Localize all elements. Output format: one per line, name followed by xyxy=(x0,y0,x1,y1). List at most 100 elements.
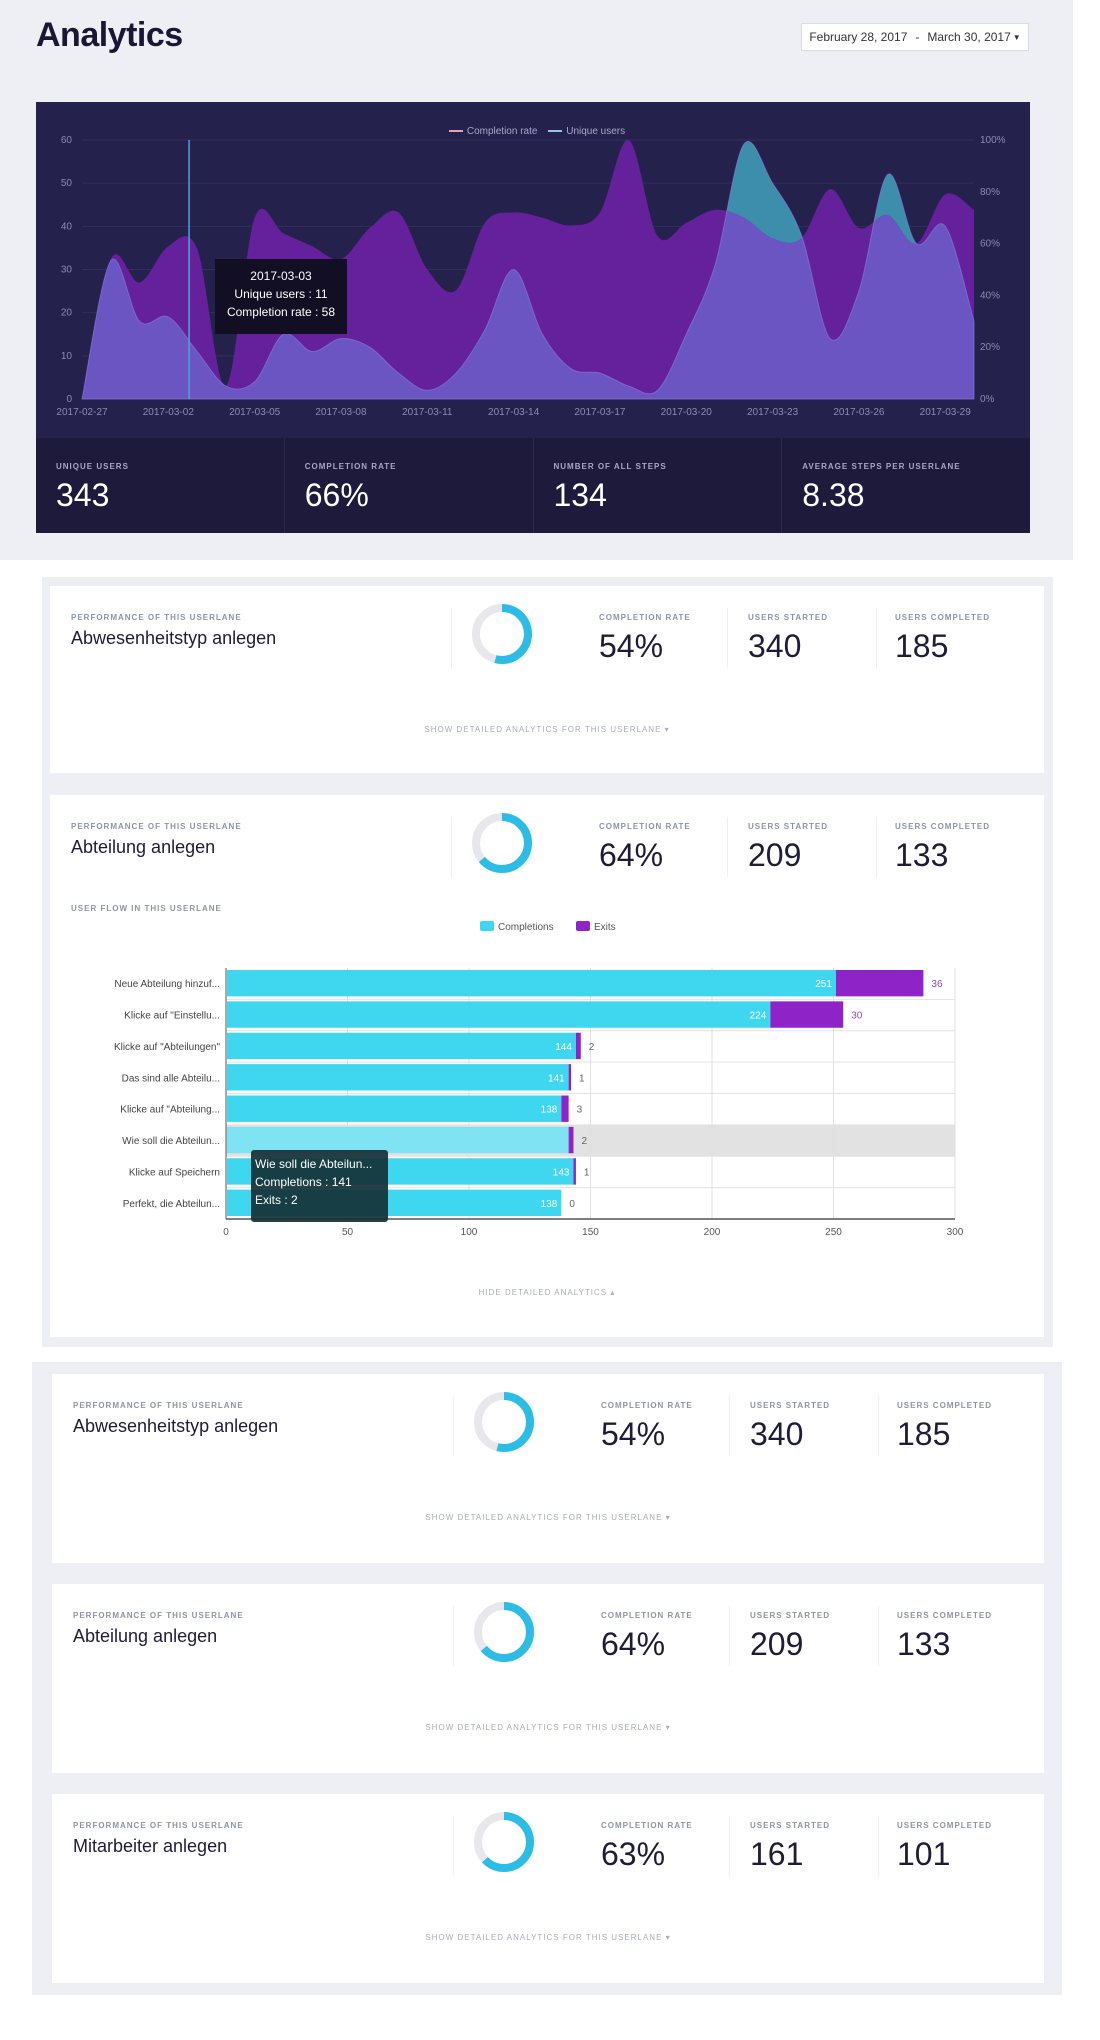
completion-rate-label: COMPLETION RATE xyxy=(601,1821,693,1830)
page-title: Analytics xyxy=(36,16,183,54)
users-started-label: USERS STARTED xyxy=(750,1611,830,1620)
bar-exits[interactable] xyxy=(835,970,924,997)
category-label: Perfekt, die Abteilun... xyxy=(123,1199,220,1210)
completion-rate-label: COMPLETION RATE xyxy=(601,1611,693,1620)
legend-label[interactable]: Exits xyxy=(594,922,616,933)
stat-unique-users: UNIQUE USERS 343 xyxy=(36,438,285,533)
completions-value-label: 138 xyxy=(541,1199,558,1210)
bar-exits[interactable] xyxy=(568,1126,574,1154)
x-tick: 2017-03-11 xyxy=(402,407,453,418)
bar-completions[interactable] xyxy=(227,1095,562,1122)
users-started-value: 161 xyxy=(750,1836,804,1872)
completions-value-label: 144 xyxy=(555,1042,572,1053)
y-left-tick: 50 xyxy=(61,178,73,189)
performance-label: PERFORMANCE OF THIS USERLANE xyxy=(73,1401,244,1410)
completion-rate-col: COMPLETION RATE 54% xyxy=(601,1401,693,1453)
divider xyxy=(729,1606,730,1666)
stat-label: AVERAGE STEPS PER USERLANE xyxy=(802,462,961,471)
legend-label[interactable]: Completions xyxy=(498,922,554,933)
users-completed-label: USERS COMPLETED xyxy=(895,613,991,622)
x-tick: 100 xyxy=(461,1227,478,1238)
users-completed-value: 185 xyxy=(897,1416,951,1452)
users-completed-label: USERS COMPLETED xyxy=(897,1401,993,1410)
completion-rate-value: 54% xyxy=(601,1416,666,1452)
completion-donut xyxy=(474,1602,534,1662)
bar-completions[interactable] xyxy=(227,1032,576,1060)
y-right-tick: 0% xyxy=(980,394,995,405)
category-label: Klicke auf "Einstellu... xyxy=(124,1011,220,1022)
user-flow-label: USER FLOW IN THIS USERLANE xyxy=(71,904,222,913)
completion-rate-value: 54% xyxy=(599,628,664,664)
x-tick: 2017-03-02 xyxy=(143,407,195,418)
legend-unique-users[interactable]: Unique users xyxy=(566,126,626,137)
category-label: Das sind alle Abteilu... xyxy=(122,1073,220,1084)
bar-exits[interactable] xyxy=(573,1158,576,1185)
bar-exits[interactable] xyxy=(770,1001,844,1028)
users-started-col: USERS STARTED 340 xyxy=(750,1401,830,1453)
divider xyxy=(876,608,877,668)
bar-tooltip-title: Wie soll die Abteilun... xyxy=(255,1157,373,1171)
y-right-tick: 40% xyxy=(980,290,1000,301)
category-label: Neue Abteilung hinzuf... xyxy=(114,979,220,990)
category-label: Klicke auf "Abteilungen" xyxy=(114,1042,221,1053)
bar-tooltip-exits: Exits : 2 xyxy=(255,1193,298,1207)
userlane-title: Abwesenheitstyp anlegen xyxy=(71,628,277,648)
users-completed-label: USERS COMPLETED xyxy=(897,1611,993,1620)
divider xyxy=(727,608,728,668)
category-label: Klicke auf "Abteilung... xyxy=(120,1105,220,1116)
users-completed-col: USERS COMPLETED 101 xyxy=(897,1821,992,1873)
unique-users-line xyxy=(81,141,975,400)
x-tick: 50 xyxy=(342,1227,354,1238)
overview-chart: 0 10 20 30 40 50 60 0% 20% 40% 60% 80% 100% 2017-02-2… xyxy=(36,102,1030,533)
userlane-card: PERFORMANCE OF THIS USERLANE Abteilung a… xyxy=(50,795,1044,1337)
bar-tooltip-completions: Completions : 141 xyxy=(255,1175,352,1189)
users-completed-value: 185 xyxy=(895,628,949,664)
divider xyxy=(453,1816,454,1876)
y-right-tick: 80% xyxy=(980,187,1000,198)
completions-value-label: 224 xyxy=(750,1011,767,1022)
chart-tooltip: 2017-03-03 Unique users : 11 Completion … xyxy=(215,259,347,334)
donut-fill xyxy=(474,1812,534,1872)
date-range-picker[interactable]: February 28, 2017 - March 30, 2017 ▼ xyxy=(801,23,1029,51)
x-tick: 2017-03-29 xyxy=(920,407,972,418)
x-tick: 200 xyxy=(704,1227,721,1238)
users-started-label: USERS STARTED xyxy=(748,822,828,831)
y-left-tick: 10 xyxy=(61,351,73,362)
x-tick: 2017-03-08 xyxy=(315,407,367,418)
completion-rate-col: COMPLETION RATE 64% xyxy=(601,1611,693,1663)
toggle-detailed-analytics[interactable]: SHOW DETAILED ANALYTICS FOR THIS USERLAN… xyxy=(425,1723,671,1732)
y-right-tick: 60% xyxy=(980,239,1000,250)
bar-completions[interactable] xyxy=(227,1126,569,1154)
users-completed-value: 133 xyxy=(897,1626,951,1662)
legend-completion-rate[interactable]: Completion rate xyxy=(466,126,538,137)
stat-label: NUMBER OF ALL STEPS xyxy=(553,462,667,471)
exits-value-label: 1 xyxy=(579,1073,585,1084)
completion-rate-label: COMPLETION RATE xyxy=(599,822,691,831)
toggle-detailed-analytics[interactable]: SHOW DETAILED ANALYTICS FOR THIS USERLAN… xyxy=(425,1933,671,1942)
bar-exits[interactable] xyxy=(561,1095,569,1122)
bar-completions[interactable] xyxy=(227,1001,771,1028)
bar-exits[interactable] xyxy=(575,1032,581,1060)
bar-completions[interactable] xyxy=(227,970,836,997)
completion-rate-col: COMPLETION RATE 63% xyxy=(601,1821,693,1873)
donut-fill xyxy=(474,1602,534,1662)
users-completed-label: USERS COMPLETED xyxy=(897,1821,993,1830)
userlane-title: Abteilung anlegen xyxy=(71,837,216,857)
stat-all-steps: NUMBER OF ALL STEPS 134 xyxy=(534,438,783,533)
x-tick: 2017-03-20 xyxy=(661,407,713,418)
date-separator: - xyxy=(915,30,920,44)
toggle-detailed-analytics[interactable]: SHOW DETAILED ANALYTICS FOR THIS USERLAN… xyxy=(424,725,670,734)
bar-completions[interactable] xyxy=(227,1064,569,1091)
x-tick: 300 xyxy=(947,1227,964,1238)
users-completed-col: USERS COMPLETED 133 xyxy=(895,822,990,874)
users-started-value: 340 xyxy=(750,1416,804,1452)
y-right-tick: 20% xyxy=(980,342,1000,353)
x-tick: 0 xyxy=(223,1227,229,1238)
date-end: March 30, 2017 xyxy=(927,30,1011,44)
toggle-detailed-analytics[interactable]: HIDE DETAILED ANALYTICS ▴ xyxy=(478,1288,616,1297)
divider xyxy=(727,817,728,877)
chart-legend: Completion rate Unique users xyxy=(36,126,1030,137)
toggle-detailed-analytics[interactable]: SHOW DETAILED ANALYTICS FOR THIS USERLAN… xyxy=(425,1513,671,1522)
category-label: Klicke auf Speichern xyxy=(129,1167,220,1178)
bar-exits[interactable] xyxy=(568,1064,572,1091)
